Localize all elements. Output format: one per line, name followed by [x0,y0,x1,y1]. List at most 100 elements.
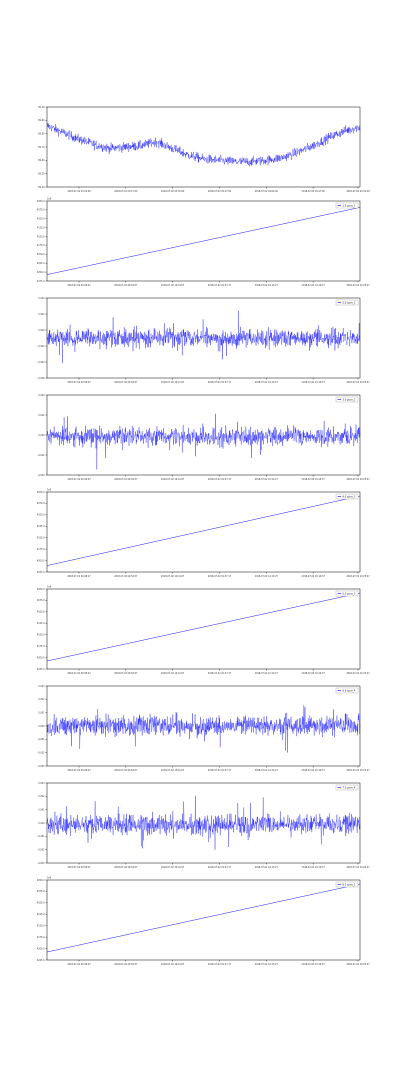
x-tick-label: 2018-07-02 10:01:07 [161,284,185,287]
x-tick-label: 2018-07-02 10:01:07 [161,769,185,772]
x-tick-label: 2018-07-02 09:54:57 [114,381,138,384]
x-tick-label: 2018-07-02 10:19:37 [302,381,326,384]
y-tick-label: 0.000 [38,329,45,332]
y-tick-label: 0.002 [38,698,45,701]
x-tick-label: 2018-07-02 10:07:17 [208,575,232,578]
chart-panel-1: 90.00 89.90 89.80 89.70 89.60 89.50 89.40 2018-… [38,106,370,193]
x-tick-label: 2018-07-02 10:13:27 [255,963,279,966]
x-tick-label: 2018-07-02 10:25:47 [346,866,370,869]
x-tick-label: 2018-07-02 09:54:57 [114,672,138,675]
x-tick-label: 2018-07-02 10:01:07 [161,381,185,384]
x-tick-label: 2018-07-02 10:07:17 [208,866,232,869]
y-tick-label: 4175.0 [37,936,45,939]
y-tick-label: 0.004 [38,297,45,300]
x-tick-label: 2018-07-02 09:48:47 [67,575,91,578]
legend: 2.0 xpos_2 [335,299,359,306]
y-tick-label: 0.002 [38,313,45,316]
y-tick-label: -0.002 [37,454,45,457]
x-tick-label: 2018-07-02 10:07:17 [208,284,232,287]
chart-panel-5: 4050.0 4075.0 4100.0 4125.0 4150.0 4175.0 4200… [37,489,370,579]
x-tick-label: 2018-07-02 10:01:07 [161,575,185,578]
y-tick-label: 89.60 [38,159,45,162]
series-line [46,705,361,753]
x-tick-label: 2018-07-02 10:19:37 [302,284,326,287]
x-tick-label: 2018-07-02 09:54:57 [114,575,138,578]
x-tick-label: 2018-07-02 03:17:00 [114,190,138,193]
x-tick-label: 2018-07-02 09:54:57 [114,478,138,481]
series-line [46,207,361,275]
y-tick-label: 4075.0 [37,599,45,602]
y-tick-label: 89.50 [38,172,45,175]
panels: 90.00 89.90 89.80 89.70 89.60 89.50 89.40 2018-… [37,106,370,966]
x-tick-label: 2018-07-02 10:07:17 [208,672,232,675]
legend-box [335,202,359,209]
chart-panel-7: 0.003 0.002 0.001 0.000 -0.001 -0.002 -0.003 20… [37,685,370,772]
y-tick-label: 4275.0 [37,280,45,283]
y-tick-label: 90.00 [38,106,45,109]
x-tick-label: 2018-07-02 09:54:57 [114,963,138,966]
series-line [46,310,361,364]
legend-box [335,299,359,306]
legend-label: 8.0 xpos_5 [343,883,356,886]
x-tick-label: 2018-07-02 10:19:37 [302,672,326,675]
y-tick-label: 4225.0 [37,262,45,265]
y-tick-label: -0.004 [37,361,45,364]
y-tick-label: 4175.0 [37,645,45,648]
x-tick-label: 2018-07-02 10:25:47 [346,769,370,772]
y-tick-label: 4175.0 [37,244,45,247]
y-tick-label: 0.003 [38,782,45,785]
y-tick-label: 0.003 [38,685,45,688]
y-tick-label: 4150.0 [37,235,45,238]
axes-frame [46,879,361,961]
chart-panel-9: 4050.0 4075.0 4100.0 4125.0 4150.0 4175.0 4200… [37,877,370,967]
legend-label: 2.0 xpos_2 [343,301,356,304]
chart-panel-2: 4050.0 4075.0 4100.0 4125.0 4150.0 4175.0 4200… [37,198,370,288]
series-line [46,495,361,566]
legend-label: 1.0 ypos_1 [343,204,356,207]
x-tick-label: 2018-07-02 09:48:47 [67,769,91,772]
x-tick-label: 2018-07-02 03:47:00 [208,190,232,193]
y-tick-label: 4100.0 [37,218,45,221]
x-tick-label: 2018-07-02 04:17:00 [302,190,326,193]
x-tick-label: 2018-07-02 09:48:47 [67,866,91,869]
chart-panel-3: 0.004 0.002 0.000 -0.002 -0.004 -0.006 2018-07… [37,297,370,384]
x-tick-label: 2018-07-02 10:13:27 [255,284,279,287]
legend-box [335,590,359,597]
x-tick-label: 2018-07-02 10:25:47 [346,478,370,481]
axis-offset-label: 1e9 [47,489,52,492]
y-tick-label: -0.002 [37,751,45,754]
series-line [46,123,361,167]
x-tick-label: 2018-07-02 10:13:27 [255,769,279,772]
x-tick-label: 2018-07-02 09:48:47 [67,672,91,675]
legend-box [335,784,359,791]
y-tick-label: 89.40 [38,186,45,189]
x-tick-label: 2018-07-02 10:25:47 [346,381,370,384]
y-tick-label: 4225.0 [37,668,45,671]
x-tick-label: 2018-07-02 04:02:00 [255,190,279,193]
y-tick-label: 4200.0 [37,253,45,256]
y-tick-label: 4075.0 [37,502,45,505]
y-tick-label: 4175.0 [37,548,45,551]
y-tick-label: -0.001 [37,738,45,741]
y-tick-label: -0.002 [37,848,45,851]
series-line [46,413,361,470]
x-tick-label: 2018-07-02 10:07:17 [208,478,232,481]
x-tick-label: 2018-07-02 10:25:47 [346,284,370,287]
legend: 8.0 xpos_5 [335,881,359,888]
y-tick-label: 0.001 [38,808,45,811]
y-tick-label: -0.006 [37,377,45,380]
x-tick-label: 2018-07-02 10:07:17 [208,769,232,772]
chart-panel-4: 0.004 0.002 0.000 -0.002 -0.004 2018-07-02 09… [37,394,370,481]
y-tick-label: 4075.0 [37,890,45,893]
legend-label: 5.0 ypos_3 [343,592,356,595]
x-tick-label: 2018-07-02 10:25:47 [346,672,370,675]
x-tick-label: 2018-07-02 10:19:37 [302,866,326,869]
series-line [46,592,361,662]
axes-frame [46,297,361,379]
x-tick-label: 2018-07-02 10:13:27 [255,672,279,675]
y-tick-label: 4200.0 [37,656,45,659]
y-tick-label: -0.001 [37,835,45,838]
y-tick-label: 0.000 [38,822,45,825]
x-tick-label: 2018-07-02 10:07:17 [208,381,232,384]
